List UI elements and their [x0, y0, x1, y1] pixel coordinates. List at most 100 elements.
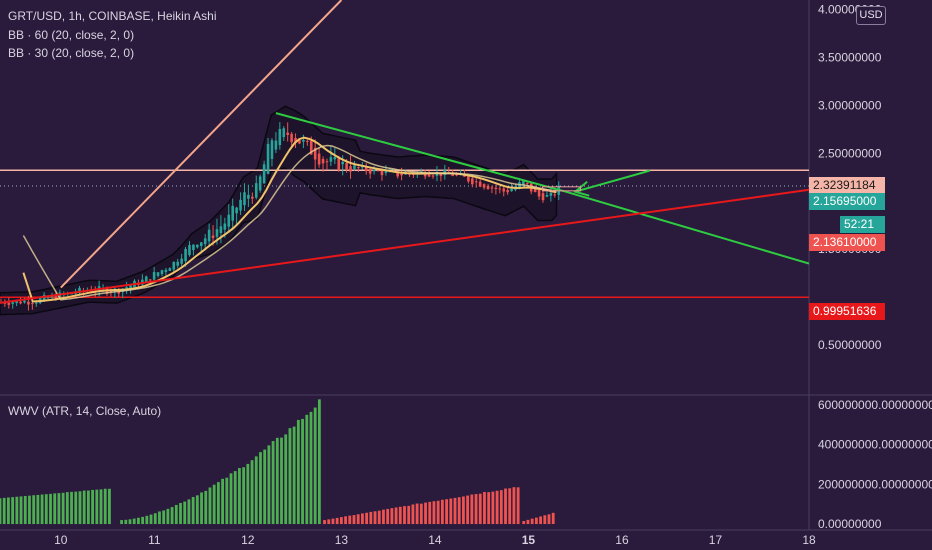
indicator-axis-label: 0.00000000	[818, 517, 882, 531]
indicator-bar	[70, 491, 73, 525]
candle-body	[506, 190, 509, 193]
candle-body	[471, 178, 474, 185]
candle-body	[27, 301, 30, 305]
bb30-legend-text: BB · 30 (20, close, 2, 0)	[8, 46, 135, 60]
indicator-bar	[373, 511, 377, 525]
candle-body	[290, 133, 293, 143]
indicator-bar	[539, 516, 542, 525]
indicator-bar	[280, 437, 283, 525]
indicator-bar	[141, 516, 145, 525]
candle-body	[396, 171, 399, 177]
candle-body	[168, 268, 172, 271]
indicator-bar	[403, 506, 406, 525]
indicator-bar	[445, 499, 448, 525]
indicator-bar	[204, 490, 208, 525]
candle-body	[278, 129, 282, 146]
indicator-bar	[153, 513, 157, 525]
candle-body	[309, 140, 313, 155]
candle-body	[368, 168, 372, 174]
indicator-bar	[65, 492, 69, 525]
indicator-bar	[495, 490, 499, 525]
indicator-bar	[419, 503, 423, 525]
candle-body	[46, 297, 50, 299]
indicator-bar	[208, 487, 212, 525]
candle-body	[235, 207, 238, 214]
candle-body	[266, 143, 270, 174]
candle-body	[541, 193, 545, 201]
trend-line-red[interactable]	[0, 188, 810, 304]
candle-body	[467, 175, 470, 182]
price-axis-label: 3.50000000	[818, 51, 882, 65]
candle-body	[74, 292, 77, 294]
indicator-axis-label: 400000000.00000000	[818, 438, 932, 452]
indicator-bar	[124, 519, 128, 525]
indicator-bar	[365, 512, 369, 525]
main-legend: GRT/USD, 1h, COINBASE, Heikin Ashi	[8, 9, 217, 23]
indicator-bar	[504, 488, 507, 525]
candle-body	[333, 157, 337, 160]
indicator-bar	[449, 498, 453, 525]
candle-body	[270, 140, 274, 159]
indicator-bar	[348, 515, 352, 525]
indicator-bar	[86, 490, 90, 525]
indicator-bar	[526, 519, 530, 525]
indicator-bar	[23, 495, 27, 525]
indicator-bar	[179, 503, 182, 525]
candle-body	[376, 170, 380, 172]
indicator-bar	[132, 518, 136, 525]
indicator-bar	[187, 499, 191, 525]
candle-body	[11, 302, 15, 304]
candle-body	[294, 137, 297, 143]
candle-body	[262, 164, 266, 184]
candle-body	[15, 300, 18, 304]
candle-body	[172, 261, 176, 270]
price-tag-last: 2.15695000	[809, 193, 885, 210]
indicator-bar	[331, 518, 335, 525]
candle-body	[384, 170, 388, 173]
trend-line-green[interactable]	[574, 169, 651, 193]
indicator-bar	[91, 489, 94, 525]
candle-body	[486, 185, 490, 190]
indicator-bar	[271, 441, 275, 525]
indicator-bar	[361, 513, 364, 525]
candle-body	[188, 245, 191, 256]
currency-button[interactable]: USD	[856, 6, 886, 25]
candle-body	[341, 161, 344, 165]
candle-body	[313, 147, 317, 160]
indicator-bar	[344, 516, 347, 525]
indicator-bar	[275, 437, 279, 525]
main-legend-text: GRT/USD, 1h, COINBASE, Heikin Ashi	[8, 9, 217, 23]
indicator-bar	[57, 493, 61, 525]
indicator-bar	[309, 411, 313, 525]
indicator-bar	[313, 407, 317, 525]
candle-body	[211, 235, 215, 239]
indicator-bar	[145, 515, 149, 525]
indicator-bar	[394, 507, 398, 525]
candle-body	[372, 169, 376, 172]
indicator-bar	[32, 495, 36, 525]
time-axis-label: 15	[522, 533, 536, 547]
candle-body	[321, 159, 325, 164]
indicator-bar	[158, 511, 161, 525]
indicator-bar	[225, 477, 229, 525]
indicator-bar	[424, 502, 427, 525]
indicator-bar	[170, 507, 174, 525]
indicator-bar	[432, 501, 436, 525]
candle-body	[23, 300, 26, 303]
indicator-bar	[99, 489, 103, 525]
indicator-bar	[2, 497, 6, 525]
indicator-bar	[547, 514, 551, 525]
candle-body	[203, 238, 207, 245]
candle-body	[325, 161, 329, 163]
candle-body	[144, 276, 148, 283]
indicator-bar	[263, 449, 267, 525]
low-marker	[541, 186, 581, 192]
trend-line-salmon[interactable]	[60, 0, 343, 289]
indicator-bar	[95, 489, 99, 525]
candle-body	[494, 187, 498, 190]
indicator-bar	[183, 501, 187, 525]
trend-line-green[interactable]	[275, 112, 810, 265]
time-axis-label: 17	[709, 533, 723, 547]
indicator-bar	[242, 467, 246, 525]
